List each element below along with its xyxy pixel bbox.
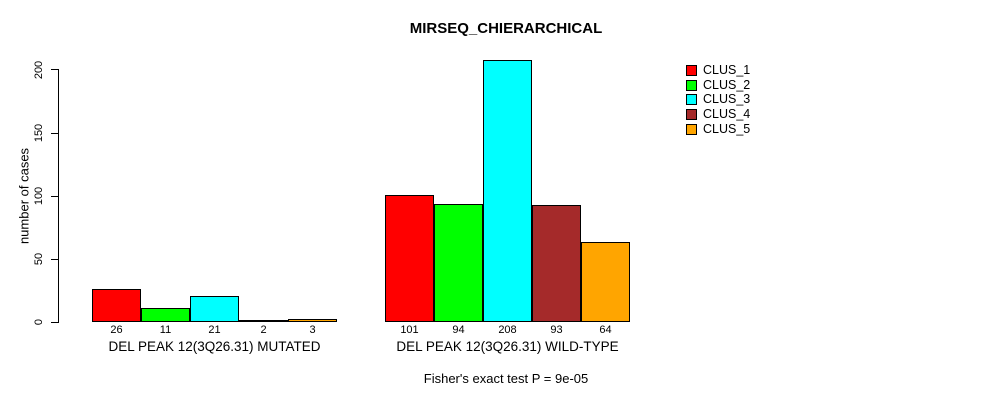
bar-value-clus_3-group1: 21 — [208, 324, 221, 336]
chart-title: MIRSEQ_CHIERARCHICAL — [409, 20, 603, 37]
legend-item-clus_5: CLUS_5 — [686, 122, 750, 137]
bar-value-clus_3-group2: 208 — [498, 324, 517, 336]
bar-value-clus_1-group2: 101 — [400, 324, 419, 336]
legend-label-clus_1: CLUS_1 — [703, 62, 751, 77]
bar-clus_4-group2 — [532, 204, 581, 323]
y-tick-label-150: 150 — [33, 123, 45, 143]
group-label-2: DEL PEAK 12(3Q26.31) WILD-TYPE — [396, 339, 619, 354]
legend-swatch-clus_1 — [686, 64, 697, 76]
legend-item-clus_3: CLUS_3 — [686, 92, 750, 107]
legend-label-clus_5: CLUS_5 — [703, 121, 751, 136]
y-tick-200 — [51, 69, 58, 71]
y-tick-0 — [51, 321, 58, 323]
legend-swatch-clus_2 — [686, 79, 697, 91]
bar-clus_5-group2 — [581, 241, 630, 323]
bar-value-clus_4-group1: 2 — [260, 324, 267, 336]
bar-value-clus_5-group1: 3 — [309, 324, 316, 336]
y-tick-100 — [51, 195, 58, 197]
legend: CLUS_1 CLUS_2 CLUS_3 CLUS_4 CLUS_5 — [686, 63, 750, 136]
y-tick-label-200: 200 — [33, 60, 45, 80]
y-tick-50 — [51, 258, 58, 260]
bar-clus_3-group2 — [483, 59, 532, 323]
legend-item-clus_4: CLUS_4 — [686, 107, 750, 122]
bar-value-clus_5-group2: 64 — [599, 324, 612, 336]
legend-item-clus_1: CLUS_1 — [686, 63, 750, 78]
bar-value-clus_4-group2: 93 — [550, 324, 563, 336]
legend-label-clus_3: CLUS_3 — [703, 92, 751, 107]
legend-swatch-clus_4 — [686, 108, 697, 120]
bar-clus_2-group1 — [141, 308, 190, 323]
legend-label-clus_4: CLUS_4 — [703, 106, 751, 121]
legend-item-clus_2: CLUS_2 — [686, 78, 750, 93]
y-tick-label-50: 50 — [33, 253, 45, 266]
bar-clus_1-group2 — [385, 194, 434, 323]
legend-label-clus_2: CLUS_2 — [703, 77, 751, 92]
y-axis-label: number of cases — [16, 147, 32, 245]
y-tick-150 — [51, 132, 58, 134]
bar-value-clus_2-group2: 94 — [452, 324, 465, 336]
bar-clus_2-group2 — [434, 203, 483, 323]
bar-value-clus_2-group1: 11 — [159, 324, 172, 336]
bar-clus_5-group1 — [288, 318, 337, 323]
legend-swatch-clus_3 — [686, 94, 697, 106]
bar-clus_3-group1 — [190, 295, 239, 323]
bar-value-clus_1-group1: 26 — [110, 324, 123, 336]
y-tick-label-100: 100 — [33, 186, 45, 206]
group-label-1: DEL PEAK 12(3Q26.31) MUTATED — [108, 339, 321, 354]
y-tick-label-0: 0 — [33, 319, 45, 326]
bar-clus_4-group1 — [239, 319, 288, 323]
bar-clus_1-group1 — [92, 289, 141, 323]
annotation-text: Fisher's exact test P = 9e-05 — [423, 371, 589, 386]
legend-swatch-clus_5 — [686, 123, 697, 135]
y-axis-line — [58, 69, 59, 323]
